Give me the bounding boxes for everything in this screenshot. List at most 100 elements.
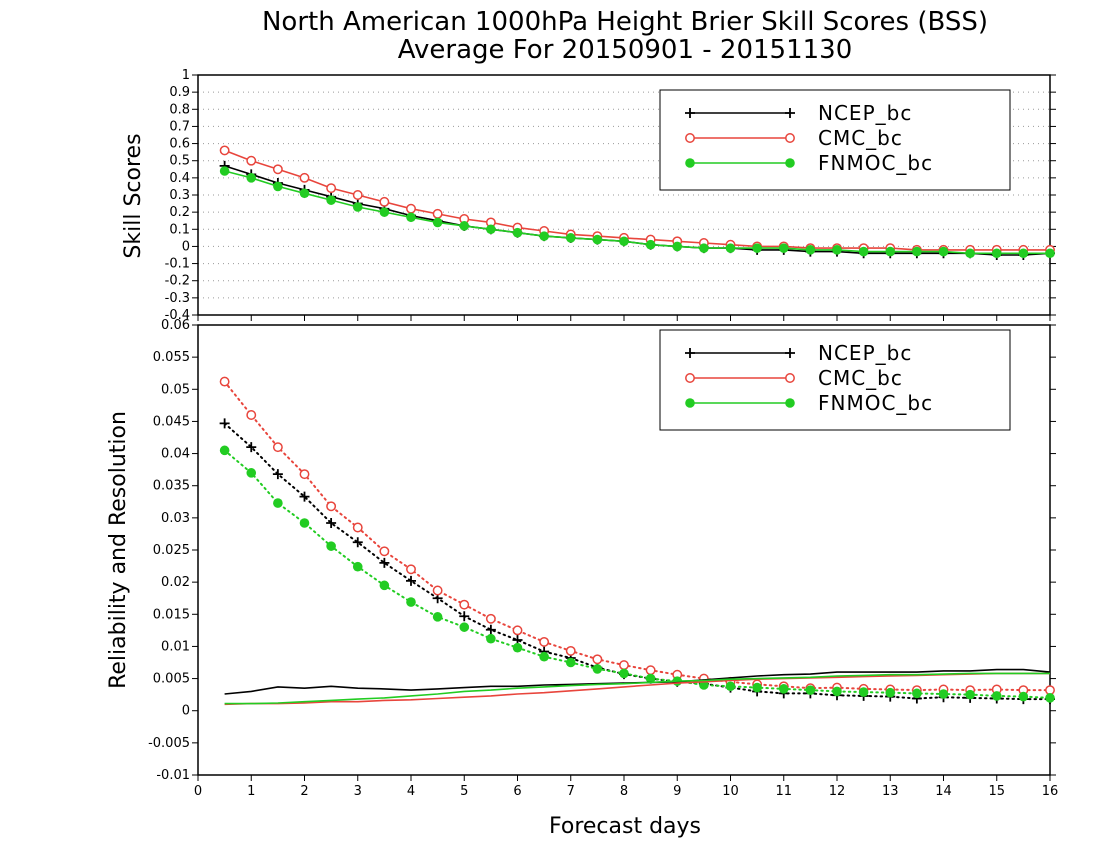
y-tick-label: 0 <box>182 239 190 254</box>
data-point <box>246 410 257 420</box>
y-tick-label: -0.4 <box>165 308 190 323</box>
data-point <box>619 668 629 679</box>
data-point <box>565 645 576 656</box>
y-tick-label: 0.9 <box>169 85 190 100</box>
data-point <box>991 691 1002 701</box>
data-point <box>938 246 949 257</box>
y-tick-label: 0.045 <box>153 414 190 429</box>
y-tick-label: 0.6 <box>169 137 190 152</box>
data-point <box>725 243 736 253</box>
y-tick-label: 0.3 <box>169 188 190 203</box>
data-point <box>539 231 549 241</box>
series-line <box>224 668 1051 695</box>
data-point <box>565 233 576 243</box>
data-point <box>1018 691 1029 702</box>
data-point <box>778 684 789 694</box>
data-point <box>539 651 549 662</box>
data-point <box>272 164 283 175</box>
legend-marker <box>785 158 795 168</box>
legend-box <box>659 329 1011 431</box>
legend-label: CMC_bc <box>818 366 903 390</box>
data-point <box>432 585 443 596</box>
data-point <box>219 418 230 429</box>
data-point <box>379 196 390 207</box>
y-tick-label: 0.5 <box>169 154 190 169</box>
x-tick-label: 1 <box>247 784 255 799</box>
data-point <box>246 468 257 478</box>
y-tick-label: -0.01 <box>156 768 190 783</box>
skill-scores-panel: -0.4 -0.3 -0.2 -0.1 0 0.1 0.2 0.3 0.4 0.5 0.6 0.7 0.… <box>165 68 1056 323</box>
data-point <box>299 518 310 528</box>
data-point <box>725 681 736 692</box>
series-line <box>223 449 1051 699</box>
series-line <box>223 422 1051 701</box>
x-axis-label: Forecast days <box>549 814 701 839</box>
y-tick-label: 0.025 <box>153 543 190 558</box>
data-point <box>512 642 523 653</box>
data-point <box>912 688 922 699</box>
data-point <box>406 203 416 214</box>
x-tick-label: 6 <box>513 784 521 799</box>
x-tick-label: 14 <box>935 784 952 799</box>
x-tick-label: 0 <box>194 784 202 799</box>
x-tick-label: 5 <box>460 784 468 799</box>
y-tick-label: -0.005 <box>148 736 190 751</box>
x-tick-label: 7 <box>567 784 575 799</box>
data-point <box>965 689 975 700</box>
data-point <box>1018 248 1029 259</box>
data-point <box>486 224 496 235</box>
data-point <box>273 498 283 508</box>
data-point <box>379 207 390 217</box>
x-tick-label: 8 <box>620 784 628 799</box>
data-point <box>1045 248 1055 259</box>
data-point <box>432 612 443 622</box>
data-point <box>379 557 390 568</box>
legend-marker <box>685 348 695 358</box>
y-tick-label: 0.015 <box>153 607 190 622</box>
legend-label: FNMOC_bc <box>818 151 933 175</box>
data-point <box>326 501 337 512</box>
data-point <box>272 442 283 453</box>
data-point <box>219 376 230 387</box>
y-tick-label: 0.4 <box>169 171 190 186</box>
data-point <box>778 243 789 253</box>
y-tick-label: 0.7 <box>169 119 190 134</box>
y-tick-label: 0.06 <box>161 318 190 333</box>
y-tick-label: -0.3 <box>165 291 190 306</box>
data-point <box>645 665 656 676</box>
data-point <box>486 633 496 644</box>
data-point <box>432 208 443 219</box>
series-cmc-bc <box>219 376 1055 696</box>
data-point <box>299 188 310 199</box>
chart-title-line1: North American 1000hPa Height Brier Skil… <box>262 7 988 37</box>
series-ncep-bc <box>219 418 1055 705</box>
data-point <box>858 687 869 697</box>
data-point <box>219 445 230 456</box>
plot-frame <box>197 324 1051 776</box>
legend-marker <box>785 398 795 408</box>
data-point <box>219 145 230 156</box>
data-point <box>805 685 816 695</box>
legend-marker <box>685 133 695 143</box>
data-point <box>246 442 257 453</box>
series-fnmoc-bc <box>224 672 1050 705</box>
data-point <box>832 245 842 255</box>
chart-title-line2: Average For 20150901 - 20151130 <box>398 35 853 65</box>
data-point <box>432 217 443 228</box>
y-tick-label: 0.05 <box>161 382 190 397</box>
data-point <box>858 246 869 257</box>
data-point <box>246 173 257 183</box>
x-tick-label: 9 <box>673 784 681 799</box>
data-point <box>645 673 656 684</box>
data-point <box>379 580 390 591</box>
x-tick-label: 10 <box>722 784 739 799</box>
data-point <box>592 664 603 674</box>
y-tick-label: 0.2 <box>169 205 190 220</box>
legend-marker <box>685 108 695 118</box>
legend-marker <box>785 348 795 358</box>
legend-marker <box>785 373 795 383</box>
data-point <box>352 537 363 548</box>
data-point <box>752 682 762 693</box>
